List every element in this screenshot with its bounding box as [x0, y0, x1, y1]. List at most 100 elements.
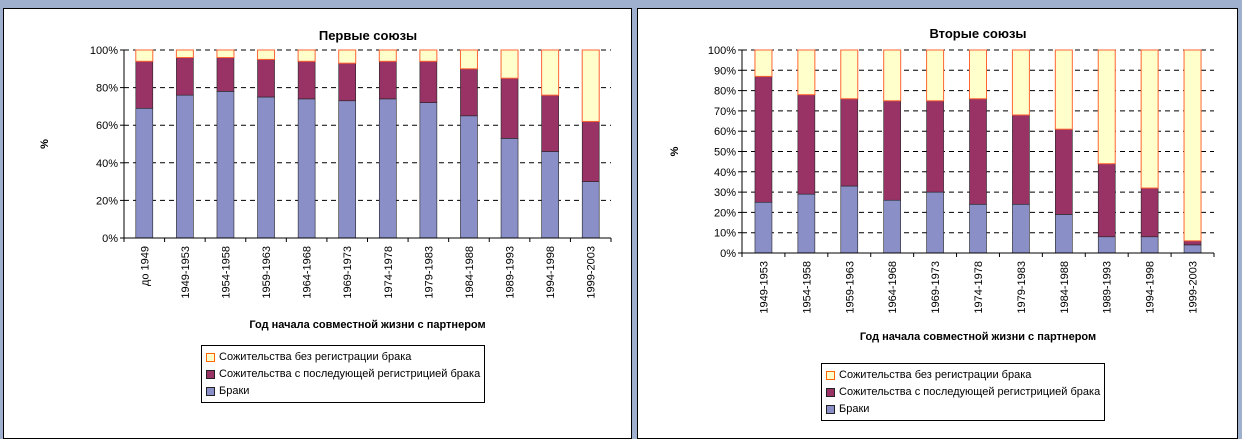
bar-segment	[135, 49, 154, 62]
x-tick-label: 1959-1963	[261, 246, 273, 299]
legend-second-unions: Сожительства без регистрации брака Сожит…	[821, 363, 1106, 421]
legend-item-cohab-no-reg: Сожительства без регистрации брака	[826, 367, 1100, 384]
y-tick-label: 0%	[102, 233, 118, 245]
bar-segment	[969, 203, 987, 254]
bar-segment	[1011, 49, 1030, 116]
bar-segment	[460, 68, 478, 117]
x-axis-label: Год начала совместной жизни с партнером	[249, 319, 485, 331]
bar-segment	[926, 191, 944, 254]
y-tick-label: 0%	[720, 248, 736, 260]
y-tick-label: 80%	[714, 86, 736, 98]
chart-title: Первые союзы	[319, 28, 417, 43]
x-tick-label: 1969-1973	[342, 246, 354, 299]
y-tick-label: 40%	[96, 158, 118, 170]
y-tick-label: 80%	[96, 83, 118, 95]
legend-first-unions: Сожительства без регистрации брака Сожит…	[201, 345, 486, 403]
x-tick-label: 1964-1968	[887, 261, 899, 314]
bar-segment	[926, 100, 944, 193]
x-tick-label: 1999-2003	[586, 246, 598, 299]
x-tick-label: 1974-1978	[383, 246, 395, 299]
y-tick-label: 20%	[714, 207, 736, 219]
bar-segment	[176, 94, 194, 239]
legend-swatch	[206, 353, 215, 362]
y-tick-label: 50%	[714, 147, 736, 159]
legend-swatch	[826, 371, 835, 380]
x-tick-label: 1949-1953	[180, 246, 192, 299]
bar-segment	[297, 49, 316, 62]
bar-segment	[297, 98, 316, 239]
bar-segment	[581, 121, 600, 182]
bar-segment	[541, 94, 559, 152]
bar-segment	[175, 49, 194, 59]
bar-segment	[1140, 49, 1159, 189]
x-tick-label: 1964-1968	[302, 246, 314, 299]
legend-swatch	[826, 388, 835, 397]
bar-segment	[378, 98, 397, 239]
chart-panel-second-unions: Вторые союзы 0% 10% 20% 30% 40% 50% 60% 70% 80% 90…	[637, 8, 1238, 439]
bar-segment	[1183, 49, 1202, 242]
bar-segment	[460, 115, 478, 239]
bar-segment	[419, 102, 438, 239]
bar-segment	[797, 49, 816, 96]
y-tick-label: 60%	[96, 120, 118, 132]
x-tick-label: 1984-1988	[464, 246, 476, 299]
x-tick-label: 1979-1983	[423, 246, 435, 299]
legend-item-cohab-no-reg: Сожительства без регистрации брака	[206, 349, 480, 366]
y-tick-label: 100%	[90, 45, 118, 57]
bar-segment	[883, 199, 901, 254]
bar-segment	[459, 49, 478, 70]
bar-segment	[257, 59, 275, 98]
bar-segment	[797, 193, 816, 254]
bar-segment	[754, 201, 773, 254]
bar-segment	[1055, 214, 1073, 254]
bar-segment	[1054, 49, 1073, 130]
bar-segment	[754, 49, 773, 77]
x-tick-label: до 1949	[139, 246, 151, 286]
bar-segment	[135, 60, 154, 109]
legend-swatch	[826, 405, 835, 414]
bar-segment	[1140, 236, 1159, 254]
bar-segment	[135, 107, 154, 239]
bar-segment	[1140, 187, 1159, 238]
y-tick-label: 60%	[714, 126, 736, 138]
bar-segment	[581, 49, 600, 122]
y-axis-label: %	[39, 139, 51, 149]
bar-segment	[216, 91, 235, 239]
x-tick-label: 1949-1953	[758, 261, 770, 314]
x-tick-label: 1989-1993	[1102, 261, 1114, 314]
bar-segment	[338, 100, 357, 239]
bar-segment	[216, 49, 235, 59]
bar-segment	[883, 100, 901, 201]
x-tick-label: 1954-1958	[220, 246, 232, 299]
x-tick-label: 1994-1998	[1145, 261, 1157, 314]
y-tick-label: 10%	[714, 228, 736, 240]
bar-segment	[1097, 163, 1116, 238]
bar-segment	[581, 181, 600, 239]
bar-segment	[297, 60, 316, 100]
bar-segment	[1097, 49, 1116, 165]
bar-segment	[378, 60, 397, 100]
bar-segment	[840, 98, 859, 187]
bar-segment	[969, 98, 987, 205]
chart-panel-first-unions: Первые союзы 0% 20% 40% 60% 80% 100% до 1949 194…	[3, 8, 632, 439]
bar-segment	[1012, 203, 1030, 254]
y-tick-label: 20%	[96, 195, 118, 207]
y-tick-label: 70%	[714, 106, 736, 118]
x-tick-label: 1954-1958	[801, 261, 813, 314]
bar-segment	[840, 49, 859, 100]
chart-second-unions: Вторые союзы 0% 10% 20% 30% 40% 50% 60% 70% 80% 90…	[669, 26, 1215, 343]
bar-segment	[883, 49, 902, 102]
bar-segment	[1097, 236, 1116, 254]
bar-segment	[1183, 240, 1202, 246]
legend-item-marriages: Браки	[206, 383, 480, 400]
x-tick-label: 1979-1983	[1016, 261, 1028, 314]
bar-segment	[926, 49, 945, 102]
legend-item-marriages: Браки	[826, 401, 1100, 418]
y-tick-label: 30%	[714, 187, 736, 199]
bar-segment	[338, 62, 357, 102]
bar-segment	[541, 49, 560, 96]
y-axis-label: %	[669, 146, 681, 156]
bar-segment	[419, 60, 438, 103]
bar-segment	[1012, 114, 1030, 205]
legend-item-cohab-then-marriage: Сожительства с последующей регистрицией …	[826, 384, 1100, 401]
